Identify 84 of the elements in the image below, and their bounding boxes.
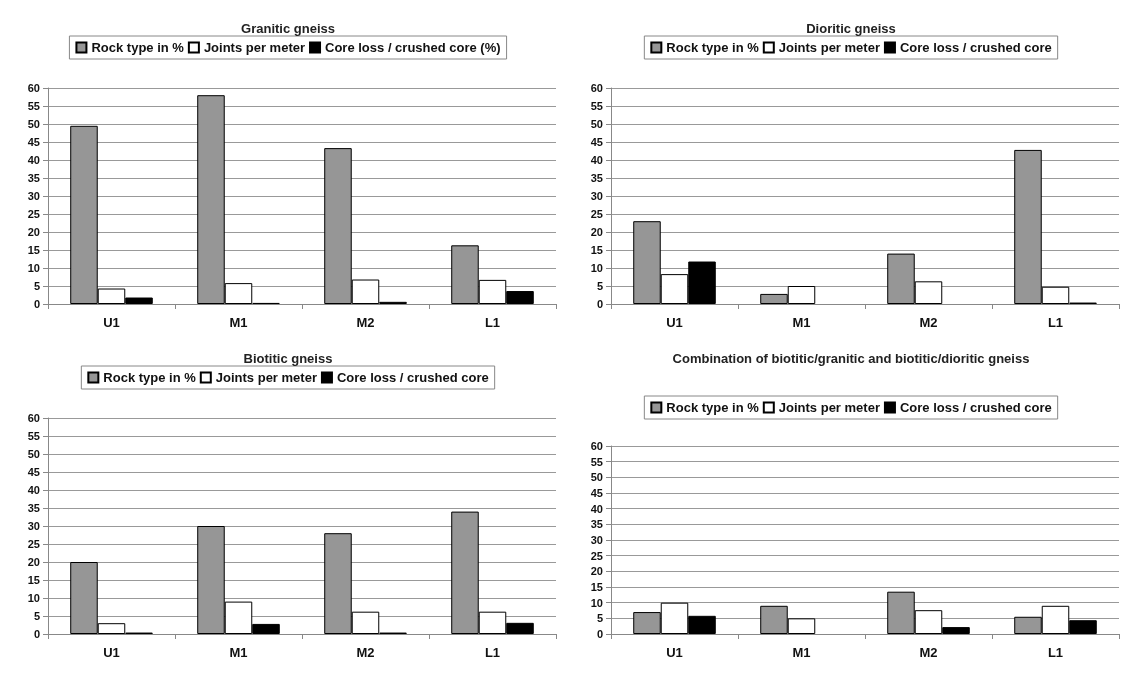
x-tick-label: L1 bbox=[1047, 315, 1064, 330]
x-tick-label: L1 bbox=[1047, 645, 1064, 660]
x-tick-label: M2 bbox=[919, 645, 938, 660]
y-tick-label: 50 bbox=[590, 471, 603, 484]
legend-label: Joints per meter bbox=[778, 400, 880, 415]
chart-title: Combination of biotitic/granitic and biotitic/dioritic gneiss bbox=[672, 350, 1030, 366]
y-tick-label: 55 bbox=[27, 100, 40, 112]
y-tick-label: 30 bbox=[590, 190, 603, 202]
y-tick-label: 25 bbox=[590, 208, 603, 220]
y-tick-label: 10 bbox=[27, 262, 40, 274]
y-tick-label: 35 bbox=[590, 172, 603, 184]
x-tick-label: M1 bbox=[229, 645, 248, 660]
y-tick-label: 50 bbox=[590, 118, 603, 130]
legend-label: Core loss / crushed core (%) bbox=[325, 40, 501, 55]
y-tick-label: 50 bbox=[27, 448, 40, 460]
y-tick-label: 60 bbox=[27, 82, 40, 94]
y-tick-label: 15 bbox=[27, 574, 40, 586]
x-tick-label: M1 bbox=[792, 645, 811, 660]
chart-title: Granitic gneiss bbox=[241, 20, 335, 36]
legend-label: Joints per meter bbox=[203, 40, 306, 55]
y-tick-label: 55 bbox=[590, 455, 603, 468]
y-tick-label: 0 bbox=[596, 628, 603, 640]
y-tick-label: 30 bbox=[27, 520, 40, 532]
chart-title: Biotitic gneiss bbox=[243, 350, 333, 366]
y-tick-label: 0 bbox=[33, 298, 40, 310]
legend-label: Joints per meter bbox=[778, 40, 880, 55]
y-tick-label: 20 bbox=[27, 556, 40, 568]
y-tick-label: 5 bbox=[596, 612, 603, 625]
y-tick-label: 45 bbox=[27, 136, 40, 148]
x-tick-label: M2 bbox=[356, 645, 375, 660]
y-tick-label: 20 bbox=[27, 226, 40, 238]
y-tick-label: 10 bbox=[590, 262, 603, 274]
y-tick-label: 40 bbox=[27, 154, 40, 166]
y-tick-label: 55 bbox=[27, 430, 40, 442]
y-tick-label: 30 bbox=[27, 190, 40, 202]
legend-label: Core loss / crushed core bbox=[899, 40, 1052, 55]
x-tick-label: M1 bbox=[792, 315, 811, 330]
y-tick-label: 60 bbox=[27, 412, 40, 424]
y-tick-label: 10 bbox=[590, 596, 603, 609]
y-tick-label: 45 bbox=[590, 136, 603, 148]
y-tick-label: 60 bbox=[590, 82, 603, 94]
y-tick-label: 15 bbox=[590, 581, 603, 593]
x-tick-label: U1 bbox=[103, 645, 120, 660]
legend-label: Rock type in % bbox=[666, 40, 760, 55]
y-tick-label: 35 bbox=[27, 172, 40, 184]
legend-label: Core loss / crushed core bbox=[899, 400, 1052, 415]
y-tick-label: 0 bbox=[33, 628, 40, 640]
y-tick-label: 20 bbox=[590, 226, 603, 238]
y-tick-label: 40 bbox=[27, 484, 40, 496]
legend-label: Rock type in % bbox=[91, 40, 185, 55]
y-tick-label: 40 bbox=[590, 154, 603, 166]
x-tick-label: U1 bbox=[103, 315, 120, 330]
y-tick-label: 5 bbox=[33, 280, 40, 292]
y-tick-label: 15 bbox=[590, 244, 603, 256]
y-tick-label: 20 bbox=[590, 565, 603, 578]
y-tick-label: 25 bbox=[27, 538, 40, 550]
y-tick-label: 10 bbox=[27, 592, 40, 604]
y-tick-label: 50 bbox=[27, 118, 40, 130]
y-tick-label: 35 bbox=[27, 502, 40, 514]
legend-label: Rock type in % bbox=[103, 370, 197, 385]
x-tick-label: M2 bbox=[919, 315, 938, 330]
y-tick-label: 25 bbox=[590, 549, 603, 562]
y-tick-label: 5 bbox=[596, 280, 603, 292]
x-tick-label: M2 bbox=[356, 315, 375, 330]
x-tick-label: U1 bbox=[666, 645, 683, 660]
y-tick-label: 45 bbox=[27, 466, 40, 478]
y-tick-label: 25 bbox=[27, 208, 40, 220]
y-tick-label: 45 bbox=[590, 487, 603, 499]
y-tick-label: 35 bbox=[590, 518, 603, 531]
chart-title: Dioritic gneiss bbox=[806, 20, 896, 36]
y-tick-label: 15 bbox=[27, 244, 40, 256]
x-tick-label: L1 bbox=[484, 315, 501, 330]
x-tick-label: U1 bbox=[666, 315, 683, 330]
y-tick-label: 60 bbox=[590, 440, 603, 452]
y-tick-label: 5 bbox=[33, 610, 40, 622]
legend-label: Rock type in % bbox=[666, 400, 760, 415]
y-tick-label: 40 bbox=[590, 502, 603, 515]
y-tick-label: 30 bbox=[590, 534, 603, 546]
x-tick-label: L1 bbox=[484, 645, 501, 660]
legend-label: Core loss / crushed core bbox=[336, 370, 489, 385]
y-tick-label: 55 bbox=[590, 100, 603, 112]
x-tick-label: M1 bbox=[229, 315, 248, 330]
legend-label: Joints per meter bbox=[215, 370, 317, 385]
y-tick-label: 0 bbox=[596, 298, 603, 310]
